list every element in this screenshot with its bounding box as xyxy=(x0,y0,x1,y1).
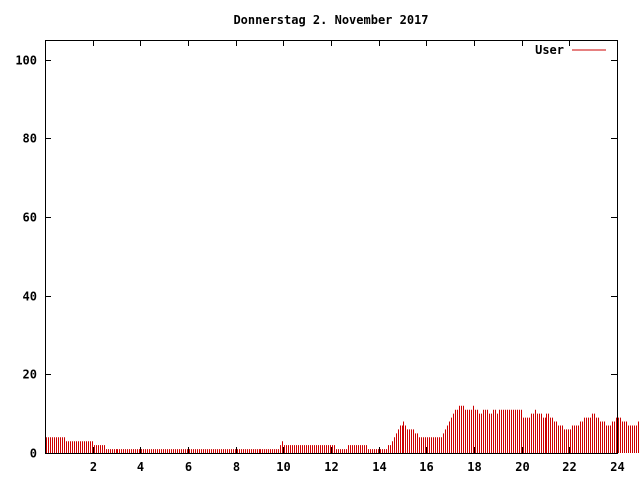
x-tick-label: 24 xyxy=(610,460,624,474)
x-tick-label: 20 xyxy=(515,460,529,474)
x-tick-label: 14 xyxy=(372,460,386,474)
x-tick-label: 4 xyxy=(137,460,144,474)
chart-title: Donnerstag 2. November 2017 xyxy=(233,13,428,27)
bar-series xyxy=(46,405,639,453)
y-tick-label: 60 xyxy=(23,211,37,225)
x-tick-label: 22 xyxy=(562,460,576,474)
y-tick-label: 20 xyxy=(23,368,37,382)
x-tick-label: 2 xyxy=(90,460,97,474)
y-tick-label: 40 xyxy=(23,290,37,304)
legend-label: User xyxy=(535,43,564,57)
x-tick-label: 6 xyxy=(185,460,192,474)
x-tick-label: 16 xyxy=(419,460,433,474)
y-tick-label: 80 xyxy=(23,132,37,146)
x-tick-label: 12 xyxy=(324,460,338,474)
x-tick-label: 10 xyxy=(276,460,290,474)
plot-border xyxy=(45,40,618,454)
legend: User xyxy=(535,43,606,57)
x-tick-label: 18 xyxy=(467,460,481,474)
y-tick-label: 0 xyxy=(30,447,37,461)
y-tick-label: 100 xyxy=(15,54,37,68)
x-tick-label: 8 xyxy=(233,460,240,474)
